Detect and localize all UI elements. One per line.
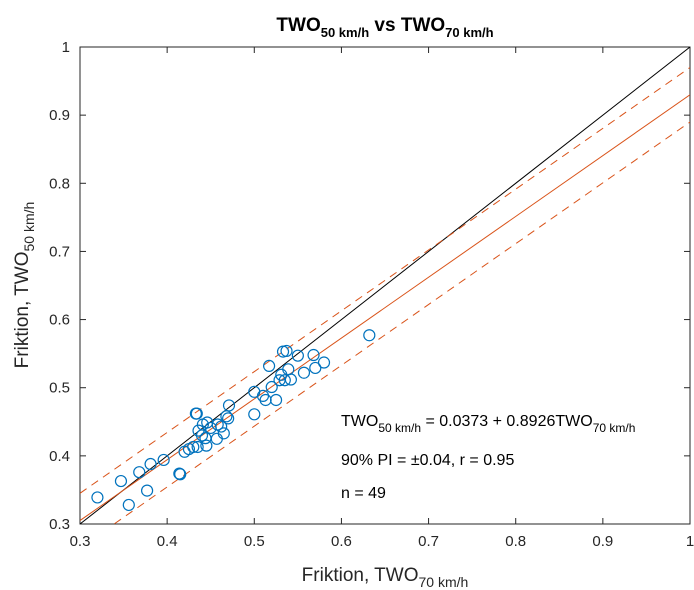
chart-title: TWO50 km/h vs TWO70 km/h bbox=[276, 15, 493, 40]
data-point bbox=[263, 359, 276, 373]
y-tick-label: 0.5 bbox=[49, 380, 70, 397]
x-tick-label: 1 bbox=[686, 533, 694, 550]
data-point bbox=[122, 498, 135, 512]
fit-lines bbox=[80, 47, 690, 524]
y-tick-label: 0.9 bbox=[49, 107, 70, 124]
y-tick-label: 0.8 bbox=[49, 175, 70, 192]
data-point bbox=[91, 491, 104, 504]
data-point bbox=[157, 453, 170, 467]
data-point bbox=[200, 439, 213, 452]
y-axis-label: Friktion, TWO50 km/h bbox=[12, 202, 37, 369]
data-point bbox=[222, 412, 235, 425]
lower-pi-line bbox=[113, 121, 690, 524]
data-point bbox=[215, 420, 228, 433]
data-point bbox=[222, 399, 236, 412]
y-tick-label: 0.3 bbox=[49, 516, 70, 533]
data-point bbox=[133, 466, 146, 479]
data-point bbox=[217, 427, 230, 440]
data-point bbox=[269, 393, 283, 407]
upper-pi-line bbox=[80, 67, 690, 494]
data-point bbox=[363, 329, 376, 342]
data-point bbox=[187, 440, 200, 454]
data-point bbox=[284, 373, 297, 386]
data-point bbox=[265, 380, 278, 394]
data-point bbox=[309, 361, 322, 375]
data-point bbox=[291, 349, 304, 362]
data-point bbox=[114, 474, 128, 488]
x-tick-label: 0.4 bbox=[157, 533, 178, 550]
regression-line bbox=[80, 94, 690, 521]
data-points bbox=[91, 329, 376, 512]
data-point bbox=[248, 408, 261, 421]
x-tick-label: 0.6 bbox=[331, 533, 352, 550]
y-tick-label: 1 bbox=[62, 39, 70, 56]
data-point bbox=[190, 407, 203, 420]
prediction-interval-text: 90% PI = ±0.04, r = 0.95 bbox=[341, 452, 514, 469]
data-point bbox=[280, 344, 293, 358]
data-point bbox=[191, 440, 204, 454]
data-point bbox=[278, 374, 291, 387]
identity-line bbox=[80, 47, 690, 524]
data-point bbox=[307, 348, 320, 362]
x-axis-label: Friktion, TWO70 km/h bbox=[302, 565, 469, 590]
x-tick-label: 0.3 bbox=[70, 533, 91, 550]
data-point bbox=[141, 484, 154, 497]
data-point bbox=[144, 457, 157, 471]
x-tick-label: 0.5 bbox=[244, 533, 265, 550]
y-tick-label: 0.4 bbox=[49, 448, 70, 465]
data-point bbox=[174, 468, 187, 481]
sample-size-text: n = 49 bbox=[341, 485, 386, 502]
y-tick-label: 0.6 bbox=[49, 312, 70, 329]
x-tick-label: 0.7 bbox=[418, 533, 439, 550]
axis-ticks: 0.3 0.4 0.5 0.6 0.7 0.8 0.9 1 0.3 0.4 0.5 0.6 0.7 0.8… bbox=[49, 39, 694, 550]
data-point bbox=[317, 356, 331, 369]
y-tick-label: 0.7 bbox=[49, 243, 70, 260]
data-point bbox=[297, 366, 311, 379]
x-tick-label: 0.9 bbox=[592, 533, 613, 550]
x-tick-label: 0.8 bbox=[505, 533, 526, 550]
data-point bbox=[173, 467, 186, 480]
regression-equation: TWO50 km/h = 0.0373 + 0.8926TWO70 km/h bbox=[341, 413, 635, 435]
